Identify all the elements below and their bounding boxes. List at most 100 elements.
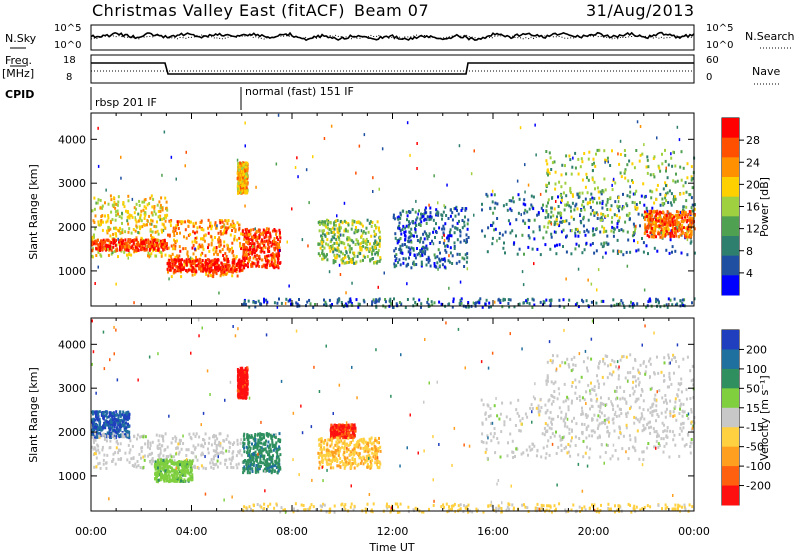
power-cell: [357, 242, 360, 246]
power-cell: [106, 248, 109, 251]
power-cell: [198, 260, 201, 264]
vel-cell: [121, 432, 124, 436]
vel-cell: [105, 461, 107, 465]
power-cell: [448, 302, 451, 306]
power-cell: [545, 209, 548, 213]
power-cell: [245, 236, 248, 240]
vel-cell: [167, 469, 170, 473]
power-cell: [681, 216, 684, 220]
power-cell: [605, 229, 608, 233]
power-cell: [278, 234, 281, 238]
power-cell: [657, 230, 660, 234]
power-cell: [263, 244, 266, 247]
power-cell: [568, 222, 571, 226]
power-cell: [418, 240, 421, 244]
vel-cell: [113, 416, 116, 420]
power-cell: [397, 217, 400, 221]
power-cell: [600, 242, 603, 246]
power-cell: [114, 210, 117, 214]
power-cell: [553, 160, 556, 164]
power-cell: [195, 270, 198, 274]
power-cell: [594, 164, 597, 168]
power-cell: [260, 246, 263, 250]
power-cell: [663, 222, 666, 226]
vel-cell: [119, 428, 122, 432]
power-scatter-cell: [590, 282, 593, 286]
power-cell: [139, 217, 142, 221]
power-scatter-cell: [194, 247, 196, 251]
power-cell: [323, 303, 325, 307]
power-cell: [392, 213, 395, 217]
power-cell: [432, 230, 435, 234]
power-scatter-cell: [637, 241, 639, 244]
power-cell: [671, 217, 674, 221]
power-cell: [568, 204, 571, 208]
vel-cell: [200, 464, 203, 468]
vel-cell: [115, 431, 118, 434]
power-cell: [363, 255, 366, 259]
power-cell: [230, 267, 232, 271]
power-cell: [420, 212, 422, 216]
power-cell: [367, 240, 370, 243]
power-cell: [248, 238, 250, 242]
power-cell: [224, 219, 227, 223]
power-cell: [574, 234, 577, 238]
power-cell: [229, 248, 232, 252]
vel-cell: [173, 477, 176, 481]
power-cell: [633, 201, 636, 205]
power-cell: [151, 219, 154, 223]
power-cell: [340, 250, 343, 254]
power-cell: [151, 205, 154, 209]
power-cell: [652, 173, 655, 176]
power-colorbar-swatch: [722, 118, 739, 139]
power-cell: [239, 165, 242, 169]
power-cell: [689, 221, 692, 225]
power-cell: [187, 254, 190, 258]
power-cell: [207, 226, 210, 230]
power-cell: [248, 305, 251, 309]
vel-cell: [138, 452, 141, 456]
power-cell: [459, 298, 462, 302]
power-cell: [630, 300, 632, 304]
power-cell: [531, 306, 534, 309]
power-cell: [273, 261, 276, 265]
power-cell: [449, 228, 452, 232]
vel-cell: [96, 443, 99, 447]
power-cell: [618, 229, 621, 232]
power-cell: [547, 198, 550, 202]
power-cell: [266, 240, 269, 244]
power-cell: [635, 189, 638, 193]
vel-cell: [103, 415, 106, 419]
power-scatter-cell: [432, 242, 435, 246]
power-cell: [614, 181, 617, 185]
power-cell: [236, 238, 239, 242]
power-cell: [658, 166, 661, 170]
power-cell: [264, 246, 267, 250]
power-cell: [619, 153, 622, 156]
power-cell: [693, 227, 696, 231]
power-cell: [549, 302, 552, 306]
power-cell: [189, 268, 192, 272]
power-cell: [271, 242, 274, 246]
vel-cell: [109, 425, 112, 429]
power-cell: [246, 232, 249, 236]
power-cell: [548, 151, 551, 155]
power-cell: [371, 257, 374, 260]
power-cell: [214, 221, 217, 225]
vel-cell: [185, 454, 188, 457]
power-cell: [223, 244, 226, 248]
power-scatter-cell: [494, 300, 496, 304]
power-cell: [570, 215, 573, 219]
power-cell: [674, 164, 677, 168]
vel-cell: [214, 454, 217, 458]
power-cell: [335, 241, 338, 245]
power-cell: [181, 267, 184, 271]
power-scatter-cell: [498, 297, 500, 301]
power-cell: [664, 232, 667, 236]
power-cell: [242, 260, 245, 264]
power-scatter-cell: [406, 121, 409, 125]
vel-cell: [101, 434, 104, 438]
power-cell: [93, 196, 96, 200]
power-cell: [424, 210, 427, 214]
power-cell: [416, 253, 419, 257]
